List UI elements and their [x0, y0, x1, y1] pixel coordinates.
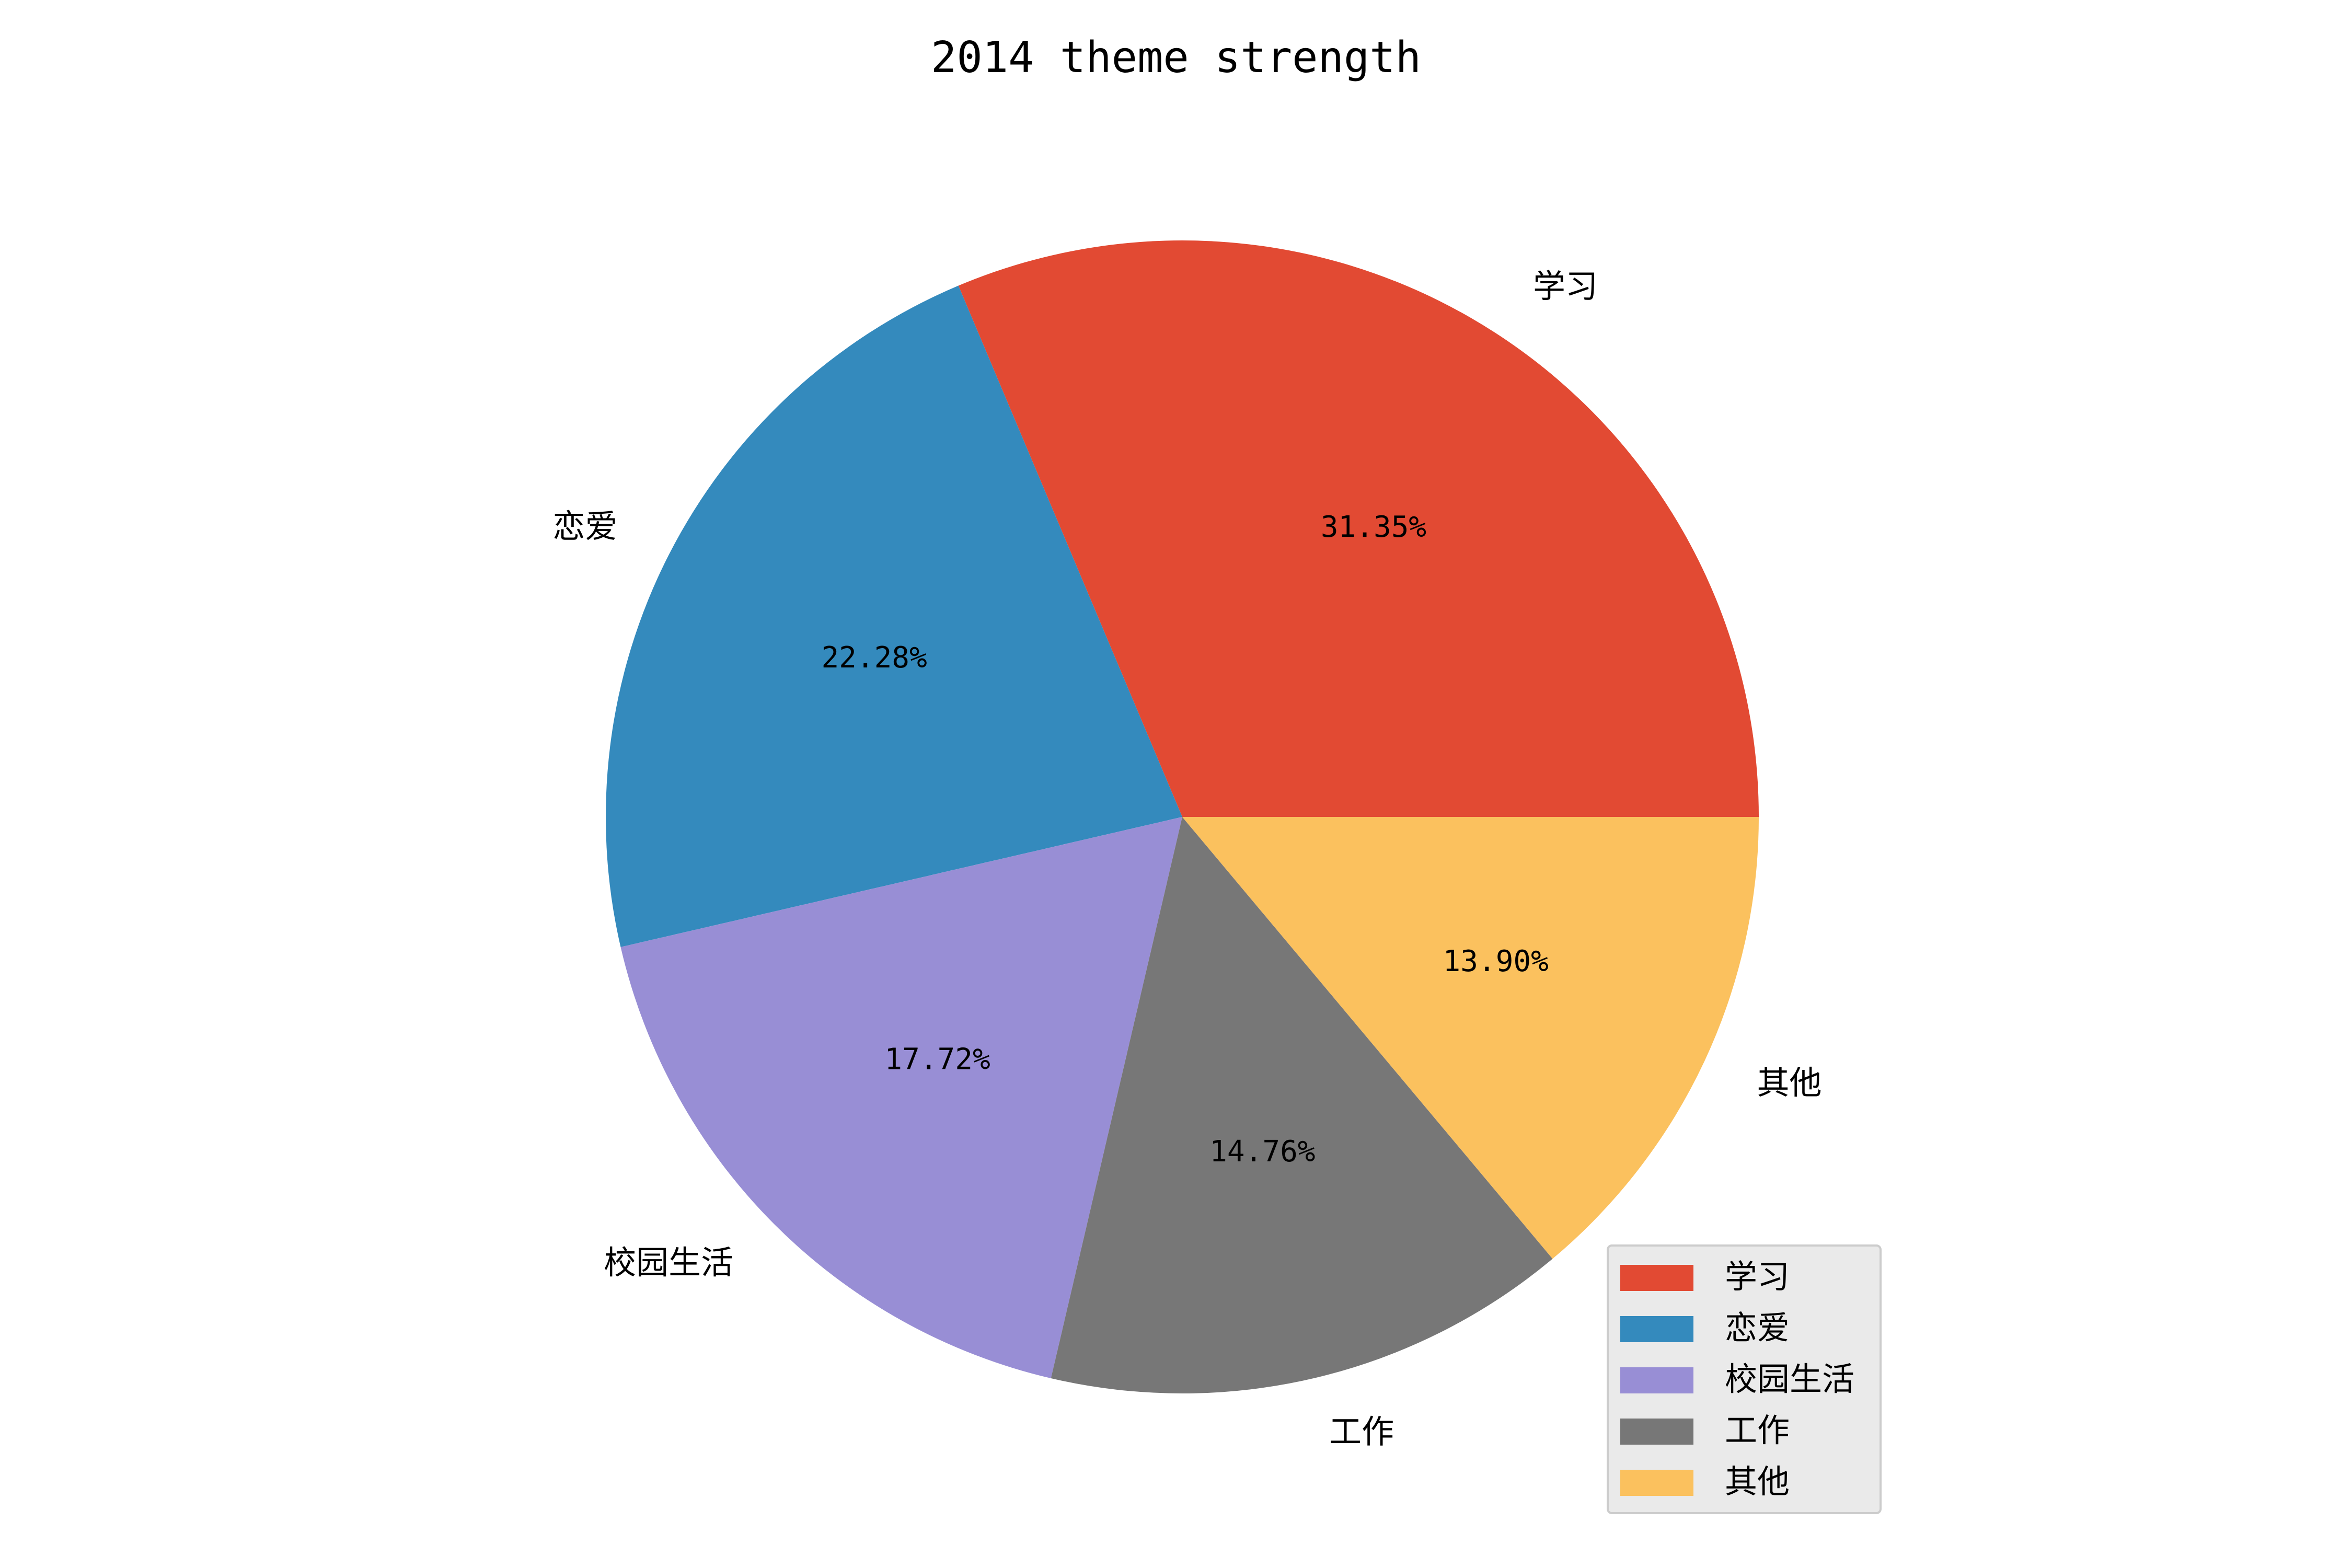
pie-slice [1051, 817, 1553, 1393]
legend-label: 恋爱 [1725, 1309, 1790, 1347]
slice-label: 工作 [1329, 1412, 1394, 1450]
slice-label: 校园生活 [604, 1243, 733, 1282]
percent-label: 14.76% [1209, 1135, 1315, 1169]
slice-label: 学习 [1533, 267, 1598, 305]
percent-label: 17.72% [884, 1043, 990, 1077]
pie-slice [620, 817, 1182, 1379]
percent-label: 31.35% [1321, 510, 1426, 544]
slice-label: 恋爱 [552, 507, 617, 545]
legend-label: 校园生活 [1725, 1360, 1854, 1398]
legend-label: 学习 [1725, 1258, 1790, 1296]
legend-swatch [1620, 1265, 1693, 1291]
legend-label: 工作 [1725, 1411, 1790, 1449]
legend-swatch [1620, 1367, 1693, 1393]
percent-labels: 31.35% 22.28% 17.72% 14.76% 13.90% [821, 510, 1548, 1169]
legend-label: 其他 [1725, 1462, 1790, 1501]
legend-frame [1607, 1244, 1882, 1514]
chart-title: 2014 theme strength [931, 33, 1421, 83]
legend-swatch [1620, 1419, 1693, 1445]
legend-swatch [1620, 1470, 1693, 1496]
pie-slice [605, 285, 1182, 948]
pie-slices [605, 240, 1759, 1393]
legend-swatch [1620, 1316, 1693, 1342]
pie-slice [1182, 817, 1759, 1259]
slice-label: 其他 [1757, 1064, 1821, 1102]
percent-label: 13.90% [1443, 944, 1549, 978]
percent-label: 22.28% [821, 641, 927, 675]
pie-slice [958, 240, 1759, 817]
